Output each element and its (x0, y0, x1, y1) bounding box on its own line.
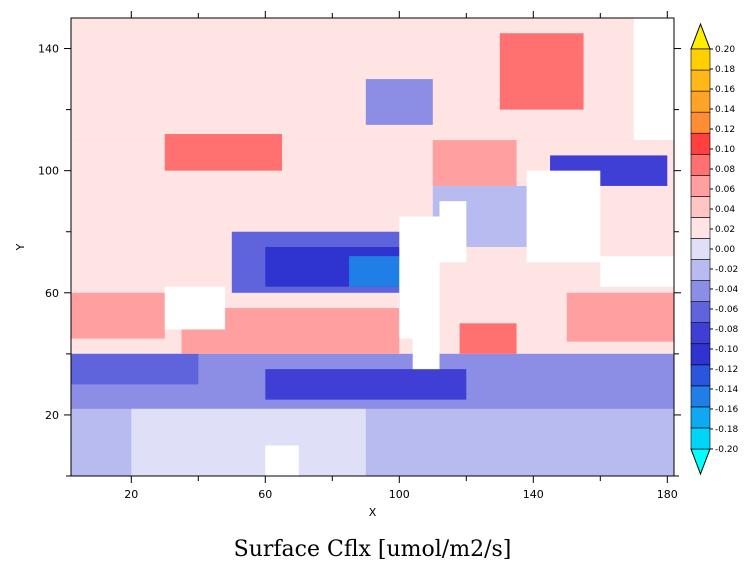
land-region-3 (633, 18, 674, 141)
colorbar-label: -0.14 (715, 385, 739, 395)
land-region-5 (164, 286, 226, 330)
field-region-15 (265, 369, 467, 400)
chart-title: Surface Cflx [umol/m2/s] (234, 537, 512, 562)
colorbar-box (690, 427, 711, 450)
x-tick-label: 140 (523, 488, 544, 501)
colorbar-box (690, 238, 711, 260)
colorbar-label: -0.16 (715, 405, 739, 415)
field-region-8 (164, 134, 283, 171)
field-region-4 (71, 292, 165, 339)
colorbar-label: -0.06 (715, 305, 739, 315)
colorbar-label: 0.16 (715, 85, 735, 95)
colorbar-arrow-bottom (690, 448, 711, 476)
land-region-0 (399, 216, 440, 339)
field-region-19 (365, 79, 433, 125)
field-region-13 (349, 256, 406, 287)
field-region-9 (432, 140, 517, 186)
colorbar-label: 0.02 (715, 225, 735, 235)
colorbar-box (690, 280, 711, 302)
land-region-6 (600, 256, 674, 287)
colorbar-box (690, 69, 711, 92)
colorbar-label: -0.12 (715, 365, 738, 375)
colorbar-box (690, 196, 711, 218)
colorbar-label: 0.06 (715, 185, 735, 195)
land-region-7 (265, 445, 299, 476)
x-tick-label: 180 (657, 488, 678, 501)
colorbar-box (690, 385, 711, 408)
colorbar-box (690, 406, 711, 429)
colorbar-box (690, 217, 711, 239)
colorbar-label: -0.10 (715, 345, 739, 355)
colorbar-label: 0.20 (715, 45, 735, 55)
y-tick-label: 140 (38, 43, 59, 56)
colorbar-arrow-top (690, 22, 711, 50)
colorbar-label: -0.04 (715, 285, 739, 295)
colorbar-box (690, 301, 711, 323)
y-tick-label: 100 (38, 165, 59, 178)
colorbar-box (690, 322, 711, 345)
field-region-18 (71, 353, 199, 385)
colorbar-box (690, 153, 711, 176)
field-region-10 (499, 33, 584, 110)
colorbar-box (690, 132, 711, 155)
x-tick-label: 100 (389, 488, 410, 501)
y-axis: 20 60 100 140 (38, 43, 681, 477)
colorbar-label: 0.14 (715, 105, 735, 115)
colorbar-label: 0.08 (715, 165, 735, 175)
colorbar-label: 0.18 (715, 65, 735, 75)
y-axis-label: Y (14, 243, 27, 251)
colorbar-label: -0.08 (715, 325, 739, 335)
y-tick-label: 60 (45, 287, 59, 300)
colorbar-box (690, 259, 711, 281)
land-region-2 (412, 323, 440, 370)
land-mask (164, 18, 674, 476)
colorbar-box (690, 175, 711, 197)
land-region-4 (526, 170, 601, 263)
colorbar-label: 0.10 (715, 145, 735, 155)
colorbar-label: -0.02 (715, 265, 738, 275)
colorbar-label: -0.20 (715, 445, 739, 455)
colorbar-label: 0.00 (715, 245, 735, 255)
field-region-20 (131, 408, 366, 476)
colorbar-label: 0.04 (715, 205, 735, 215)
field-region-7 (459, 323, 517, 354)
colorbar-box (690, 343, 711, 366)
colorbar-label: -0.18 (715, 425, 739, 435)
colorbar-box (690, 48, 711, 71)
colorbar-box (690, 90, 711, 113)
plot-frame (70, 17, 675, 477)
colorbar-box (690, 364, 711, 387)
colorbar: -0.20 -0.18 -0.16 -0.14 -0.12 -0.10 -0.08 -0.06… (690, 22, 739, 476)
colorbar-label: 0.12 (715, 125, 735, 135)
land-region-1 (439, 201, 467, 263)
x-axis: 20 60 100 140 180 (124, 11, 678, 501)
x-tick-label: 20 (124, 488, 138, 501)
colorbar-box (690, 111, 711, 134)
x-axis-label: X (369, 506, 377, 519)
x-tick-label: 60 (258, 488, 272, 501)
field-region-6 (566, 292, 674, 342)
y-tick-label: 20 (45, 409, 59, 422)
